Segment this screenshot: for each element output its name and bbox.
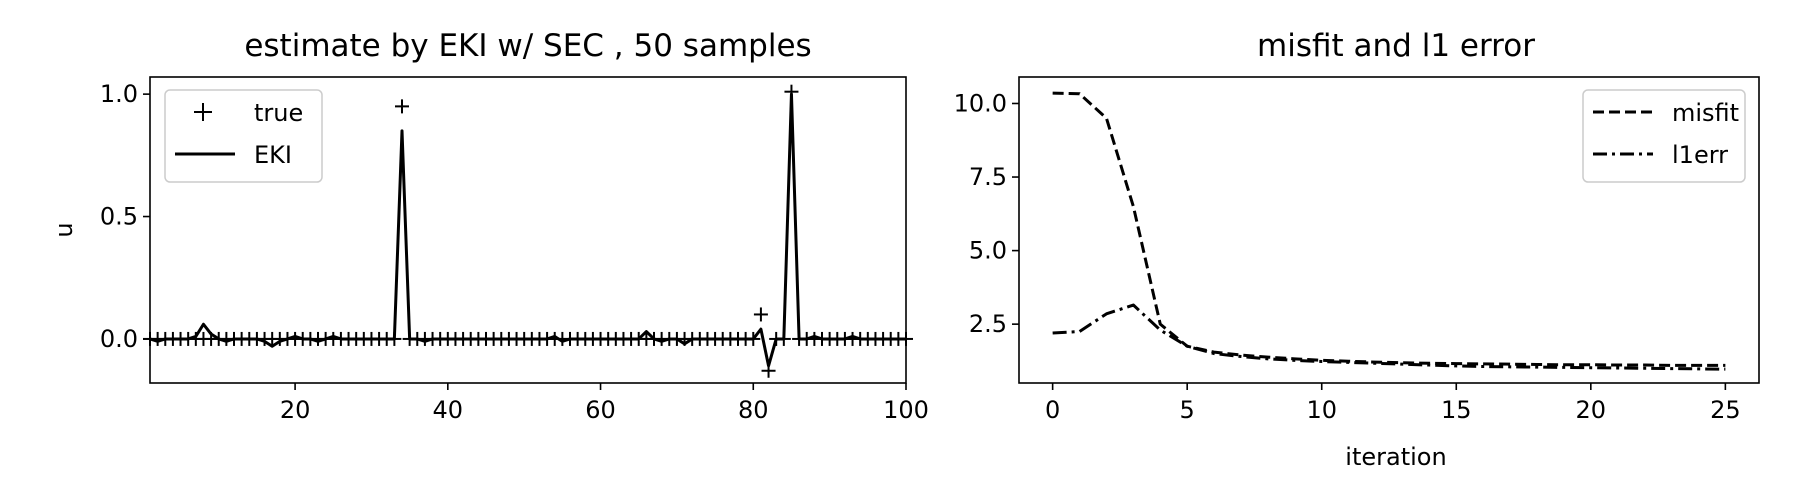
misfit-chart: misfit and l1 error iteration 0 5 10 15 20 25… — [954, 28, 1760, 471]
legend-misfit-label: misfit — [1672, 99, 1739, 127]
misfit-chart-xlabel: iteration — [1345, 443, 1446, 471]
x-tick-label: 10 — [1306, 396, 1337, 424]
estimate-chart: estimate by EKI w/ SEC , 50 samples u 20… — [50, 28, 929, 424]
x-tick-label: 25 — [1710, 396, 1741, 424]
y-tick-label: 2.5 — [969, 310, 1007, 338]
estimate-chart-marks — [143, 84, 913, 378]
misfit-series-l1err-line — [1052, 303, 1726, 371]
estimate-chart-legend: true EKI — [164, 89, 323, 183]
misfit-chart-ticks: 0 5 10 15 20 25 2.5 5.0 7.5 10.0 — [954, 89, 1741, 424]
x-tick-label: 20 — [280, 396, 311, 424]
legend-true-marker — [194, 103, 212, 121]
x-tick-label: 60 — [585, 396, 616, 424]
misfit-chart-frame — [1018, 76, 1760, 384]
misfit-chart-title: misfit and l1 error — [1257, 28, 1535, 64]
x-tick-label: 15 — [1441, 396, 1472, 424]
estimate-chart-ylabel: u — [50, 222, 78, 237]
y-tick-label: 5.0 — [969, 237, 1007, 265]
misfit-chart-legend: misfit l1err — [1582, 89, 1746, 183]
y-tick-label: 1.0 — [100, 80, 138, 108]
legend-l1err-label: l1err — [1672, 141, 1728, 169]
y-tick-label: 10.0 — [954, 89, 1007, 117]
legend-frame — [1582, 89, 1746, 183]
estimate-true-point — [395, 99, 409, 114]
x-tick-label: 0 — [1045, 396, 1060, 424]
estimate-chart-frame — [149, 76, 907, 384]
estimate-series-eki-line — [149, 92, 906, 368]
x-tick-label: 20 — [1576, 396, 1607, 424]
misfit-chart-marks — [1052, 91, 1726, 371]
y-tick-label: 0.5 — [100, 203, 138, 231]
estimate-chart-title: estimate by EKI w/ SEC , 50 samples — [244, 28, 811, 64]
x-tick-label: 80 — [738, 396, 769, 424]
estimate-chart-ticks: 20 40 60 80 100 0.0 0.5 1.0 — [100, 80, 929, 424]
x-tick-label: 100 — [883, 396, 929, 424]
y-tick-label: 0.0 — [100, 325, 138, 353]
legend-eki-label: EKI — [254, 141, 292, 169]
estimate-true-point — [753, 307, 768, 322]
x-tick-label: 5 — [1180, 396, 1195, 424]
legend-true-label: true — [254, 99, 303, 127]
y-tick-label: 7.5 — [969, 163, 1007, 191]
x-tick-label: 40 — [433, 396, 464, 424]
